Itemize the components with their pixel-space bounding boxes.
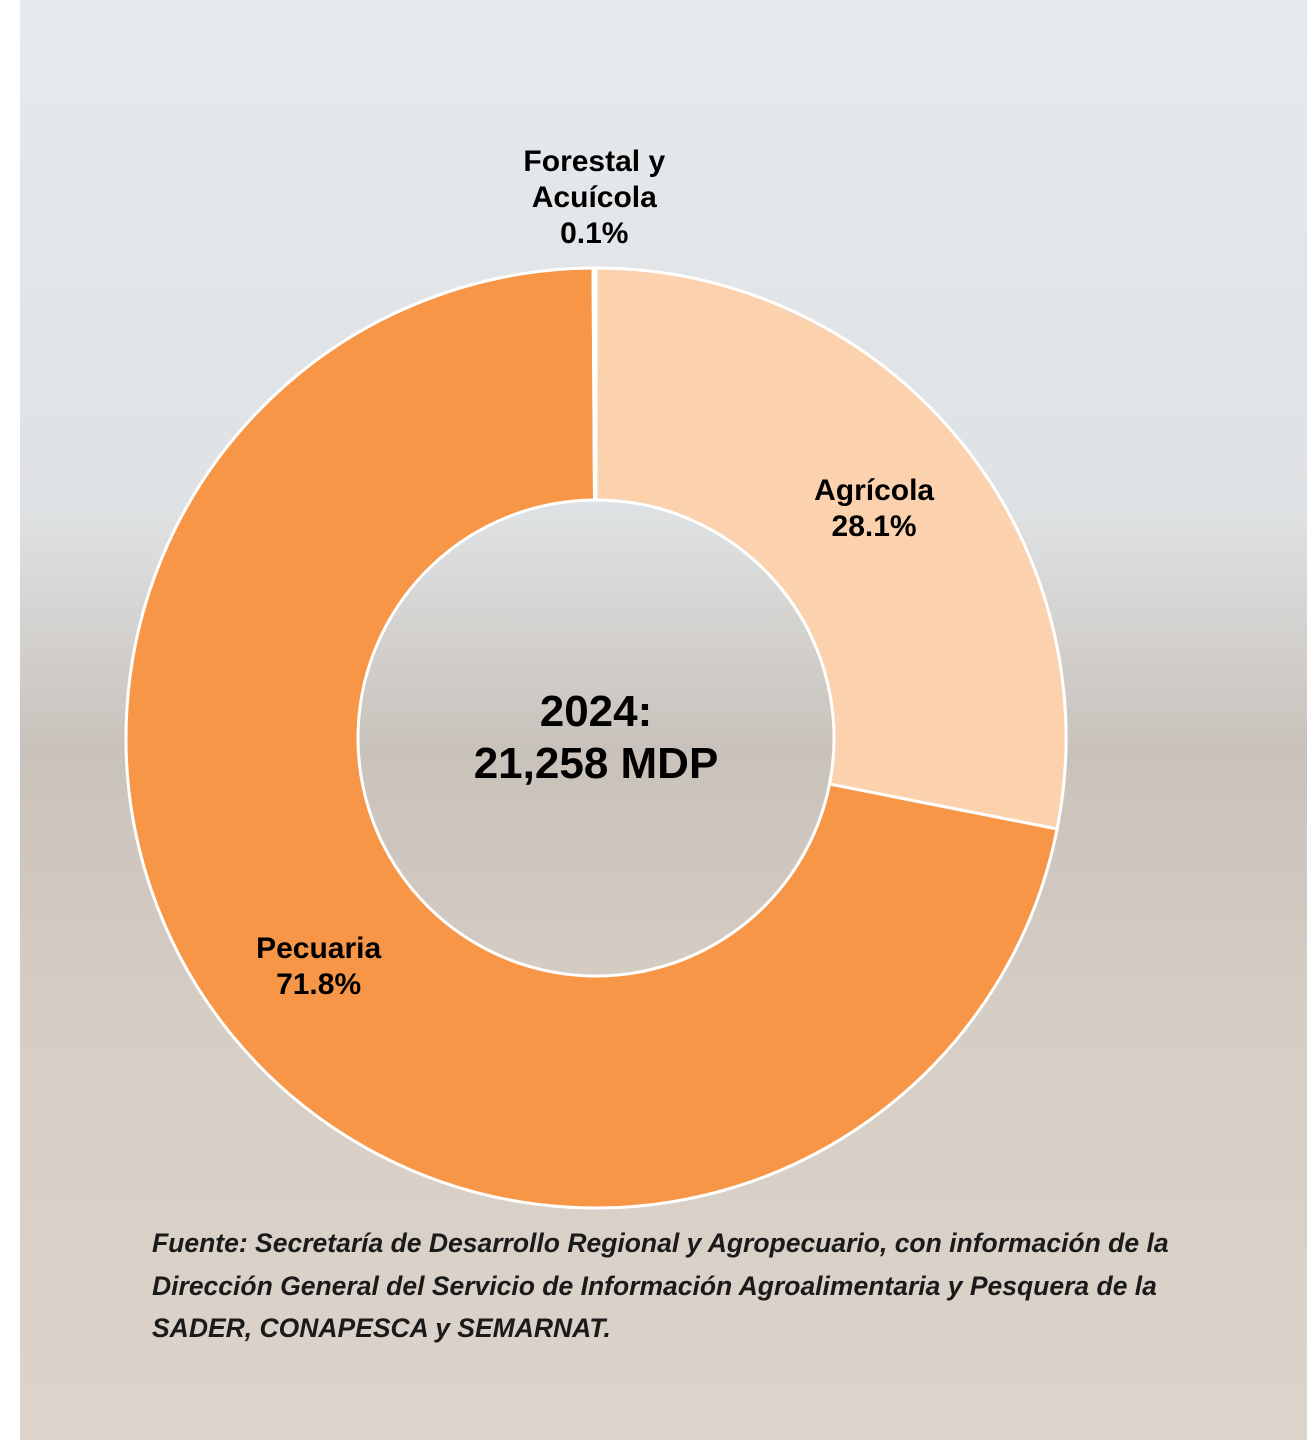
center-line: 21,258 MDP <box>473 739 719 788</box>
donut-slice <box>124 266 1059 1210</box>
slice-name: Forestal y Acuícola <box>523 145 666 214</box>
slice-value: 0.1% <box>560 217 629 250</box>
source-note: Fuente: Secretaría de Desarrollo Regiona… <box>152 1228 1169 1343</box>
slice-label: Forestal y Acuícola 0.1% <box>494 144 694 252</box>
margin <box>0 0 20 1440</box>
slice-value: 28.1% <box>831 510 917 544</box>
donut-slice <box>591 266 598 502</box>
slice-label: Pecuaria 71.8% <box>256 931 381 1003</box>
slice-label: Agrícola 28.1% <box>814 473 934 545</box>
center-line: 2024: <box>539 687 653 736</box>
slice-value: 71.8% <box>276 968 362 1002</box>
slice-name: Pecuaria <box>256 932 382 966</box>
donut-slice <box>594 266 1068 831</box>
slice-name: Agrícola <box>814 474 935 508</box>
center-text: 2024: 21,258 MDP <box>474 686 719 790</box>
